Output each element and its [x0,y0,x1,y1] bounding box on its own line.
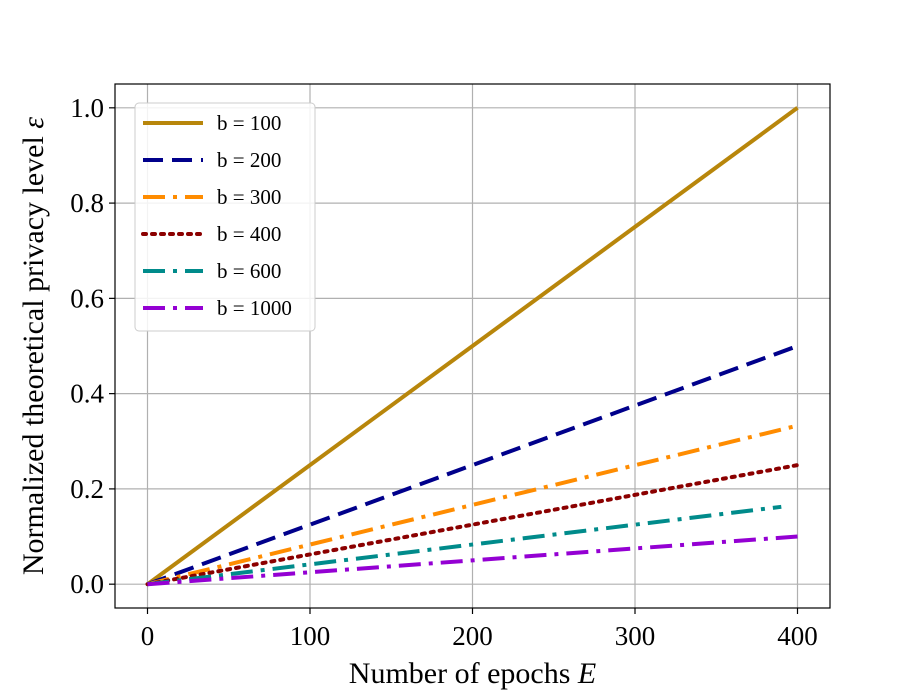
legend-label-b-300: b = 300 [217,185,281,209]
x-tick-label: 200 [452,621,493,651]
x-tick-label: 100 [290,621,331,651]
y-tick-label: 0.8 [70,188,104,218]
axis-ticks: 0 100 200 300 400 0.0 0.2 0.4 0.6 0.8 1.0 [70,93,818,651]
legend: b = 100 b = 200 b = 300 b = 400 b = 600 b = 1… [134,102,316,332]
series-line-b-400 [145,463,800,587]
y-axis-title-symbol: ε [17,117,50,129]
legend-label-b-200: b = 200 [217,148,281,172]
y-tick-label: 0.2 [70,474,104,504]
x-tick-label: 0 [141,621,155,651]
x-axis-title-symbol: E [577,657,596,690]
x-axis-title-text: Number of epochs [349,657,578,690]
y-tick-label: 0.4 [70,379,104,409]
legend-label-b-400: b = 400 [217,222,281,246]
x-tick-label: 300 [615,621,656,651]
series-line-b-300 [147,423,798,587]
legend-label-b-600: b = 600 [217,259,281,283]
y-axis-title-text: Normalized theoretical privacy level [17,129,50,575]
legend-label-b-100: b = 100 [217,111,281,135]
series-lines [145,106,800,587]
y-tick-label: 1.0 [70,93,104,123]
y-axis-title: Normalized theoretical privacy level ε [17,117,50,575]
y-tick-label: 0.6 [70,283,104,313]
y-tick-label: 0.0 [70,569,104,599]
x-tick-label: 400 [777,621,818,651]
legend-label-b-1000: b = 1000 [217,296,292,320]
x-axis-title: Number of epochs E [349,657,596,690]
series-line-b-100 [146,106,799,586]
series-line-b-1000 [147,534,798,587]
series-line-b-600 [147,504,782,587]
